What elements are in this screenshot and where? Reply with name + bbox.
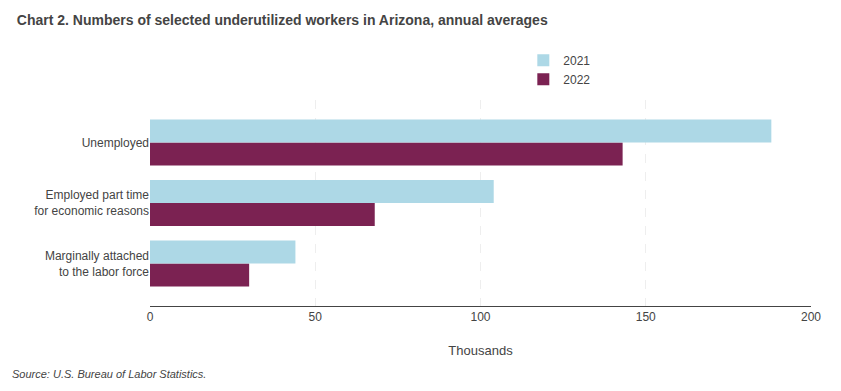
svg-text:0: 0: [147, 310, 154, 324]
svg-text:200: 200: [801, 310, 821, 324]
svg-text:Source: U.S. Bureau of Labor S: Source: U.S. Bureau of Labor Statistics.: [12, 368, 206, 380]
svg-text:150: 150: [636, 310, 656, 324]
svg-text:Chart 2. Numbers of selected u: Chart 2. Numbers of selected underutiliz…: [17, 12, 548, 28]
svg-text:Marginally attachedto the labo: Marginally attachedto the labor force: [45, 249, 149, 279]
svg-text:2022: 2022: [563, 73, 590, 87]
svg-text:Unemployed: Unemployed: [82, 136, 149, 150]
svg-text:2021: 2021: [563, 54, 590, 68]
svg-text:100: 100: [470, 310, 490, 324]
svg-text:Employed part timefor economic: Employed part timefor economic reasons: [34, 188, 149, 218]
svg-text:Thousands: Thousands: [448, 343, 513, 358]
svg-text:50: 50: [309, 310, 323, 324]
